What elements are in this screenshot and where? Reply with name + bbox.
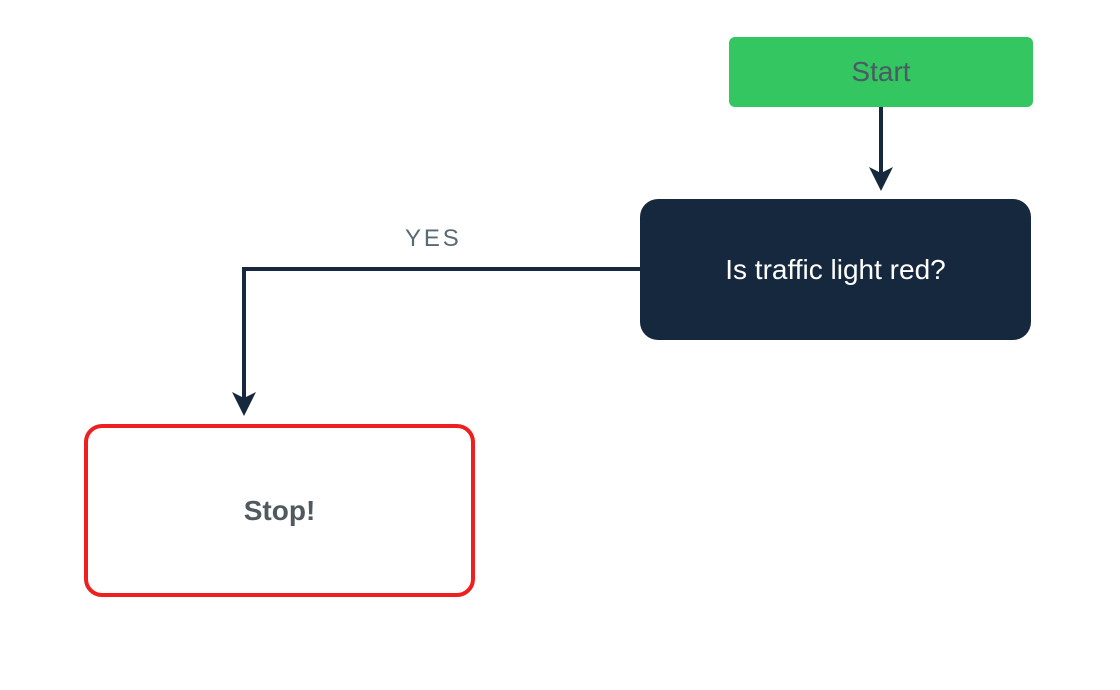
start-node: Start	[729, 37, 1033, 107]
start-node-label: Start	[851, 56, 910, 88]
decision-node: Is traffic light red?	[640, 199, 1031, 340]
stop-node: Stop!	[84, 424, 475, 597]
edge-label-yes: YES	[405, 225, 462, 253]
stop-node-label: Stop!	[244, 495, 316, 527]
decision-node-label: Is traffic light red?	[725, 254, 945, 286]
flowchart-canvas: Start Is traffic light red? Stop! YES	[0, 0, 1120, 690]
